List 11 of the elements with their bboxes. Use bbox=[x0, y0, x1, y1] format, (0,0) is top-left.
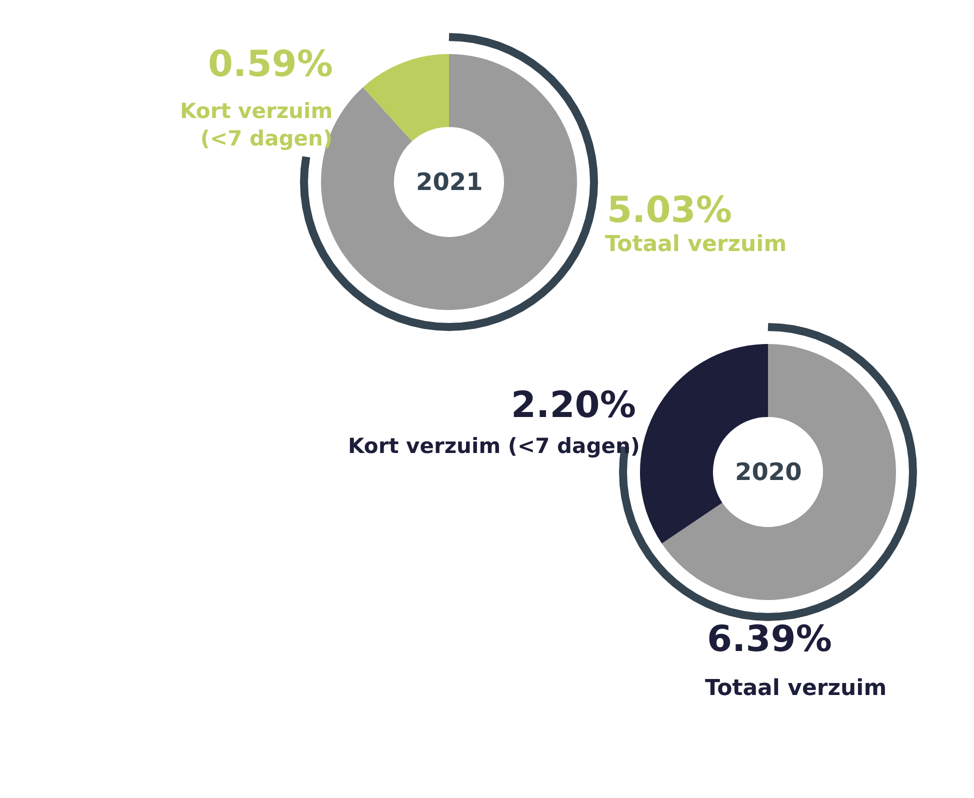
slice-label: Kort verzuim (<7 dagen) bbox=[348, 434, 640, 458]
donut-slice bbox=[362, 54, 449, 142]
text: 6.39% bbox=[707, 619, 832, 660]
text: Totaal verzuim bbox=[605, 232, 787, 257]
text: 2021 bbox=[416, 168, 483, 196]
text: 5.03% bbox=[607, 190, 732, 231]
data-label: 0.59% bbox=[208, 44, 333, 85]
text: 2020 bbox=[735, 458, 802, 486]
text: Totaal verzuim bbox=[705, 676, 887, 701]
data-label: 2.20% bbox=[511, 385, 636, 426]
donut-slice bbox=[662, 344, 896, 600]
